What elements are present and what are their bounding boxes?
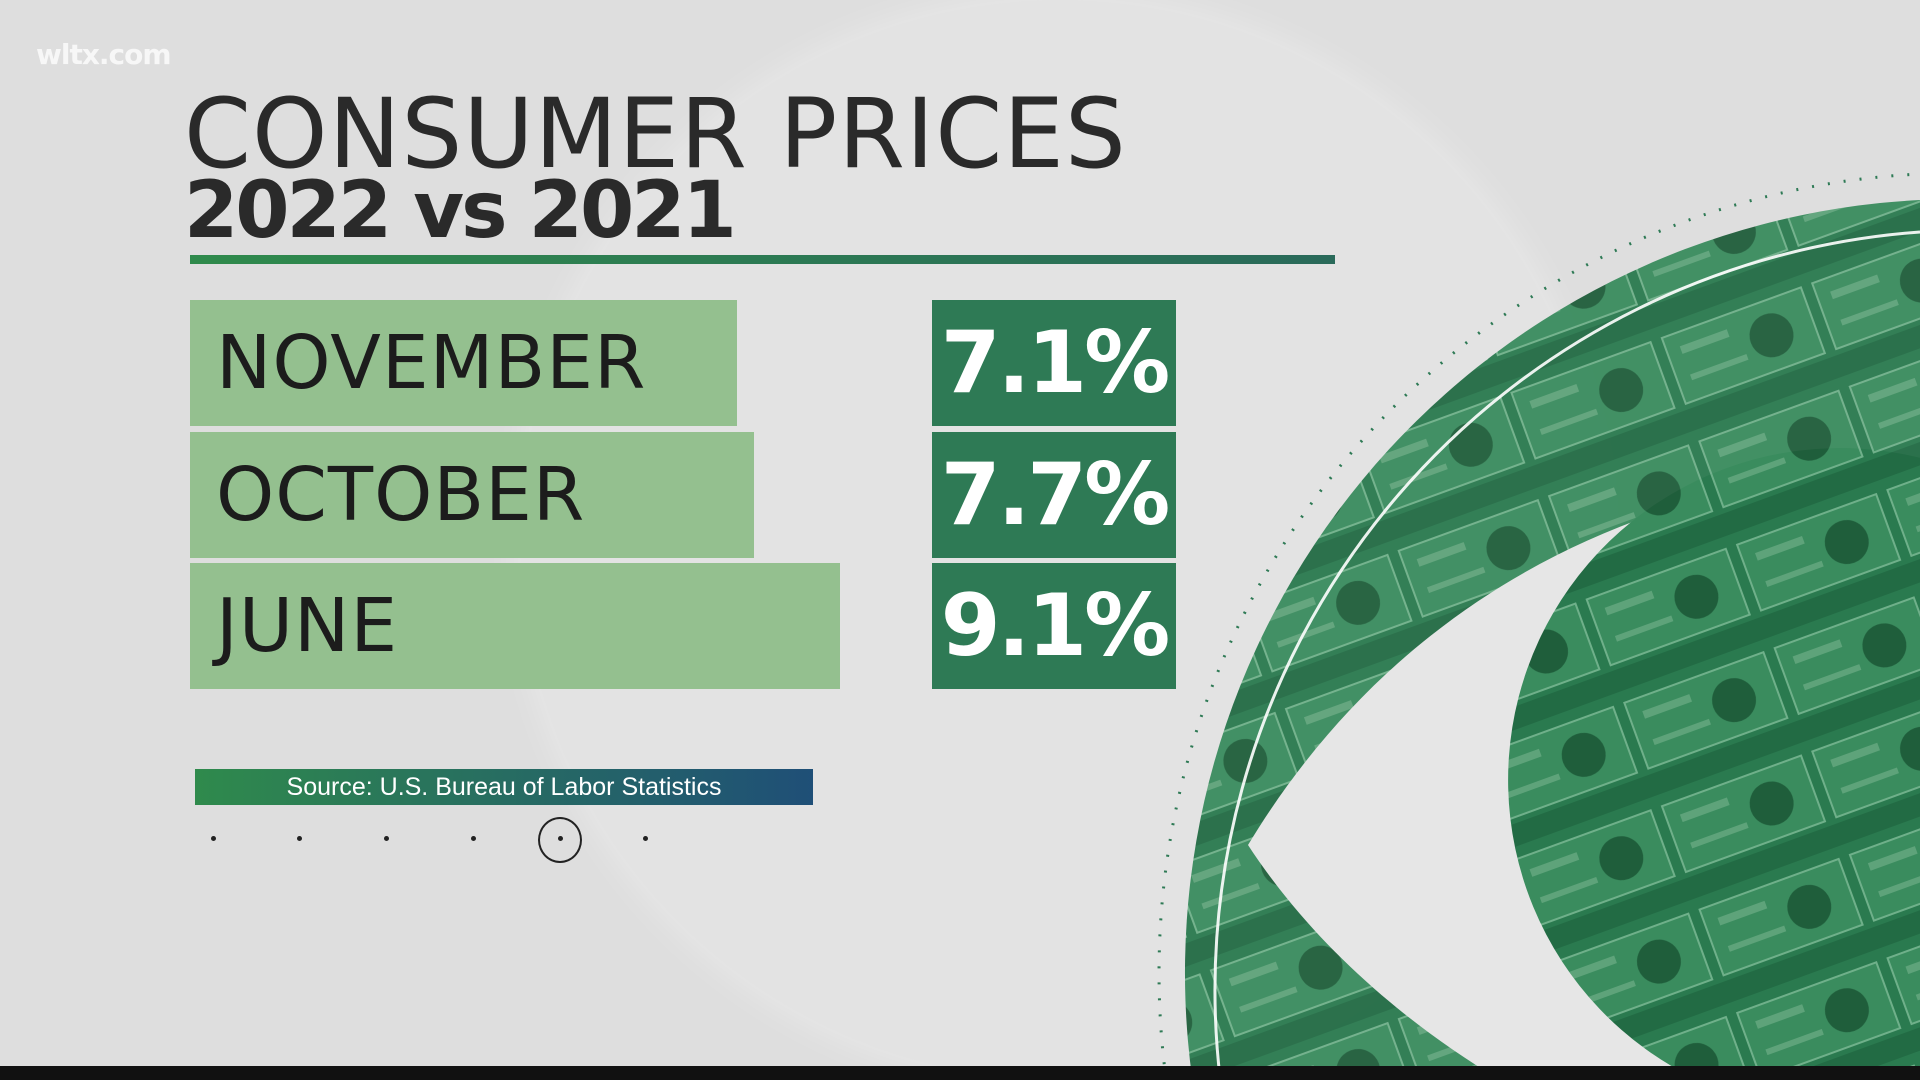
bottom-bar — [0, 1066, 1920, 1080]
pager-dot — [643, 836, 648, 841]
month-label-november: NOVEMBER — [190, 300, 737, 426]
source-banner: Source: U.S. Bureau of Labor Statistics — [195, 769, 813, 805]
pager-active-ring — [538, 817, 582, 863]
value-october: 7.7% — [932, 432, 1176, 558]
value-june: 9.1% — [932, 563, 1176, 689]
page-title: CONSUMER PRICES — [184, 78, 1127, 190]
value-november: 7.1% — [932, 300, 1176, 426]
pager-dot — [211, 836, 216, 841]
pager-dot — [471, 836, 476, 841]
pager-dot — [384, 836, 389, 841]
pager-dot — [297, 836, 302, 841]
station-watermark: wltx.com — [36, 38, 172, 71]
month-label-june: JUNE — [190, 563, 840, 689]
eye-pupil — [1508, 448, 1920, 1080]
month-label-october: OCTOBER — [190, 432, 754, 558]
white-arc — [1213, 230, 1920, 1080]
title-divider — [190, 255, 1335, 264]
page-subtitle: 2022 vs 2021 — [184, 166, 737, 256]
